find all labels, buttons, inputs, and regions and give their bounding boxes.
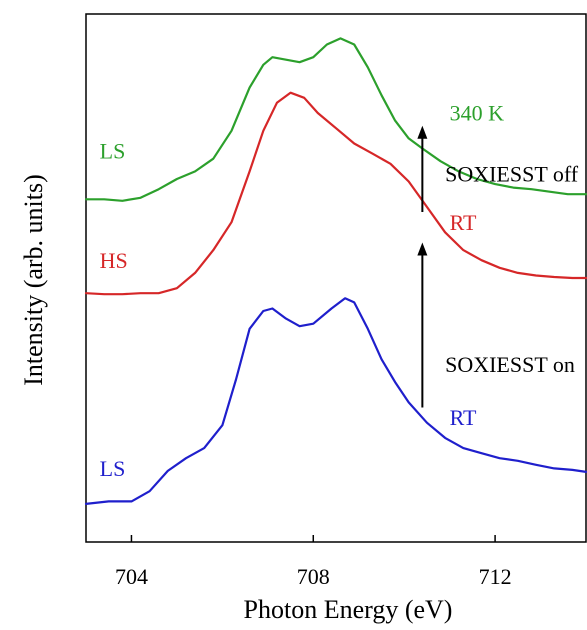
x-axis-label: Photon Energy (eV) (244, 595, 453, 624)
x-tick-label-0: 704 (115, 564, 148, 589)
arrow-head-1 (417, 242, 428, 256)
x-tick-label-2: 712 (479, 564, 512, 589)
y-axis-label: Intensity (arb. units) (19, 174, 48, 386)
series-layer (84, 37, 587, 505)
annotation-5: RT (450, 210, 477, 235)
arrow-head-0 (417, 125, 428, 139)
arrow-layer (417, 125, 428, 408)
annotation-2: LS (100, 456, 126, 481)
annotation-1: HS (100, 248, 128, 273)
series-line-2 (84, 297, 587, 505)
annotation-layer: LS HS LS 340 K SOXIESST off RT SOXIESST on RT (100, 101, 579, 481)
series-line-0 (84, 37, 587, 202)
annotation-0: LS (100, 139, 126, 164)
x-axis-ticks: 704 708 712 (115, 535, 512, 589)
annotation-7: RT (450, 405, 477, 430)
annotation-4: SOXIESST off (445, 162, 579, 187)
x-tick-label-1: 708 (297, 564, 330, 589)
series-line-1 (84, 91, 587, 296)
annotation-6: SOXIESST on (445, 352, 575, 377)
plot-frame (85, 13, 587, 543)
annotation-3: 340 K (450, 101, 505, 126)
